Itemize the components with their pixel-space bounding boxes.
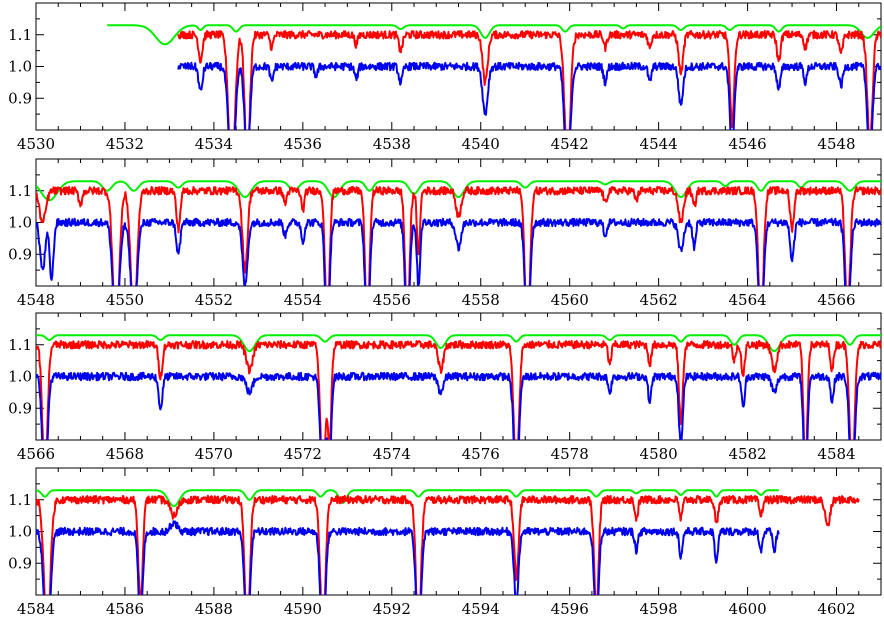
x-tick-label: 4592 <box>373 600 411 618</box>
y-tick-label: 1.0 <box>8 523 32 541</box>
x-tick-label: 4584 <box>17 600 55 618</box>
series-line-1 <box>36 334 881 353</box>
x-tick-label: 4534 <box>195 135 233 153</box>
x-tick-label: 4546 <box>728 135 766 153</box>
y-tick-label: 1.0 <box>8 214 32 232</box>
x-tick-label: 4550 <box>106 291 144 309</box>
x-tick-label: 4548 <box>817 135 855 153</box>
x-tick-label: 4598 <box>640 600 678 618</box>
x-tick-label: 4568 <box>106 445 144 463</box>
x-tick-label: 4544 <box>640 135 678 153</box>
x-tick-label: 4602 <box>817 600 855 618</box>
x-tick-label: 4562 <box>640 291 678 309</box>
series-group <box>36 334 881 440</box>
y-tick-label: 0.9 <box>8 89 32 107</box>
series-line-2 <box>177 29 881 130</box>
x-tick-label: 4570 <box>195 445 233 463</box>
x-tick-label: 4564 <box>728 291 766 309</box>
x-tick-label: 4582 <box>728 445 766 463</box>
series-line-2 <box>36 185 881 286</box>
x-tick-label: 4558 <box>462 291 500 309</box>
x-tick-label: 4542 <box>551 135 589 153</box>
x-tick-label: 4548 <box>17 291 55 309</box>
y-tick-label: 0.9 <box>8 554 32 572</box>
x-tick-label: 4552 <box>195 291 233 309</box>
x-tick-label: 4566 <box>817 291 855 309</box>
chart-panel-2: 4548 4550 4552 4554 4556 4558 4560 4562 4564 4566… <box>8 158 882 309</box>
x-tick-label: 4590 <box>284 600 322 618</box>
series-line-1 <box>36 180 881 202</box>
series-group <box>36 489 860 595</box>
x-tick-label: 4596 <box>551 600 589 618</box>
x-tick-label: 4532 <box>106 135 144 153</box>
chart-panel-3: 4566 4568 4570 4572 4574 4576 4578 4580 4582 4584… <box>8 312 882 463</box>
y-tick-label: 0.9 <box>8 399 32 417</box>
x-tick-label: 4566 <box>17 445 55 463</box>
x-tick-label: 4578 <box>551 445 589 463</box>
x-tick-label: 4572 <box>284 445 322 463</box>
x-tick-label: 4574 <box>373 445 411 463</box>
x-tick-label: 4554 <box>284 291 322 309</box>
x-tick-label: 4560 <box>551 291 589 309</box>
series-line-2 <box>36 339 881 440</box>
x-tick-label: 4576 <box>462 445 500 463</box>
x-tick-label: 4580 <box>640 445 678 463</box>
series-line-3 <box>36 371 881 440</box>
series-line-1 <box>106 24 881 46</box>
series-line-1 <box>36 489 780 508</box>
x-tick-label: 4586 <box>106 600 144 618</box>
x-tick-label: 4530 <box>17 135 55 153</box>
y-tick-label: 0.9 <box>8 245 32 263</box>
series-group <box>106 24 881 130</box>
y-tick-label: 1.0 <box>8 58 32 76</box>
chart-panel-1: 4530 4532 4534 4536 4538 4540 4542 4544 4546 4548… <box>8 2 882 153</box>
x-tick-label: 4600 <box>728 600 766 618</box>
y-tick-label: 1.1 <box>8 336 32 354</box>
series-line-3 <box>36 217 881 286</box>
x-tick-label: 4556 <box>373 291 411 309</box>
x-tick-label: 4536 <box>284 135 322 153</box>
x-tick-label: 4588 <box>195 600 233 618</box>
x-tick-label: 4594 <box>462 600 500 618</box>
series-group <box>36 180 881 286</box>
chart-panel-4: 4584 4586 4588 4590 4592 4594 4596 4598 4600 4602… <box>8 467 882 618</box>
x-tick-label: 4538 <box>373 135 411 153</box>
y-tick-label: 1.1 <box>8 491 32 509</box>
panels: 4530 4532 4534 4536 4538 4540 4542 4544 4546 4548… <box>8 2 882 618</box>
x-tick-label: 4540 <box>462 135 500 153</box>
series-line-2 <box>36 494 860 595</box>
x-tick-label: 4584 <box>817 445 855 463</box>
series-line-3 <box>36 520 780 595</box>
series-line-3 <box>177 61 881 130</box>
y-tick-label: 1.0 <box>8 368 32 386</box>
y-tick-label: 1.1 <box>8 26 32 44</box>
y-tick-label: 1.1 <box>8 182 32 200</box>
